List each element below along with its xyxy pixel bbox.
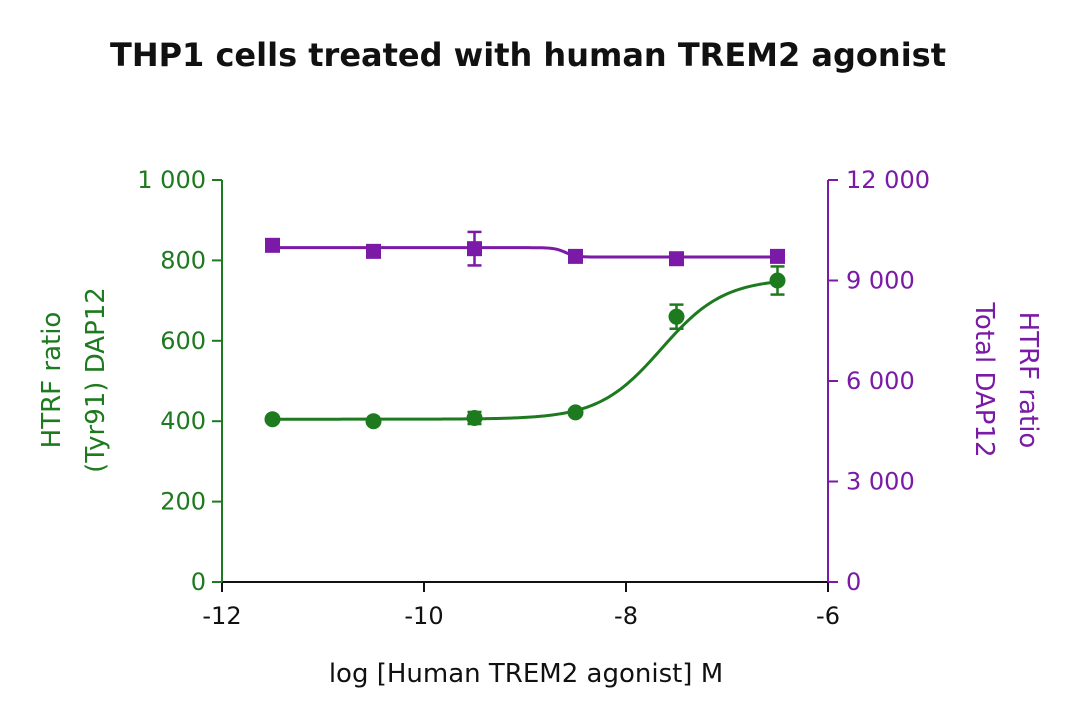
y-left-tick-label: 1 000	[137, 166, 206, 194]
plot-area	[264, 230, 786, 430]
fit-curve-square	[272, 246, 778, 259]
y-right-tick-label: 0	[846, 568, 861, 596]
chart-title: THP1 cells treated with human TREM2 agon…	[110, 36, 946, 74]
x-tick-label: -6	[816, 602, 840, 630]
data-point-circle	[365, 413, 382, 430]
series-square	[265, 230, 785, 267]
data-point-circle	[264, 411, 281, 428]
y-right-tick-label: 3 000	[846, 468, 915, 496]
x-tick-label: -10	[404, 602, 443, 630]
y-right-axis-title-line2: Total DAP12	[969, 301, 999, 457]
series-circle	[264, 265, 786, 430]
y-left-axis-title-line2: (Tyr91) DAP12	[81, 287, 111, 473]
y-right-axis-ticks: 0 3 000 6 000 9 000 12 000	[828, 166, 930, 596]
y-left-tick-label: 400	[160, 407, 206, 435]
y-left-axis-title-line1: HTRF ratio	[37, 312, 67, 449]
x-axis-title: log [Human TREM2 agonist] M	[329, 659, 723, 689]
x-axis-ticks: -12 -10 -8 -6	[202, 582, 840, 630]
y-left-tick-label: 0	[191, 568, 206, 596]
data-point-square	[568, 248, 583, 264]
y-right-tick-label: 9 000	[846, 267, 915, 295]
y-left-tick-label: 200	[160, 488, 206, 516]
y-right-tick-label: 12 000	[846, 166, 930, 194]
y-right-axis-title-line1: HTRF ratio	[1013, 312, 1043, 449]
y-left-axis-ticks: 0 200 400 600 800 1 000	[137, 166, 222, 596]
y-left-tick-label: 600	[160, 327, 206, 355]
data-point-square	[366, 243, 381, 259]
y-right-tick-label: 6 000	[846, 367, 915, 395]
data-point-circle	[567, 404, 584, 421]
data-point-circle	[668, 308, 685, 325]
y-right-axis-title: HTRF ratio Total DAP12	[969, 301, 1043, 457]
data-point-square	[265, 237, 280, 253]
fit-curve-circle	[272, 280, 778, 421]
data-point-square	[770, 248, 785, 264]
x-tick-label: -8	[614, 602, 638, 630]
data-point-circle	[466, 409, 483, 426]
x-tick-label: -12	[202, 602, 241, 630]
data-point-square	[669, 251, 684, 267]
data-point-square	[467, 241, 482, 257]
y-left-tick-label: 800	[160, 246, 206, 274]
y-left-axis-title: HTRF ratio (Tyr91) DAP12	[37, 287, 111, 473]
data-point-circle	[769, 272, 786, 289]
